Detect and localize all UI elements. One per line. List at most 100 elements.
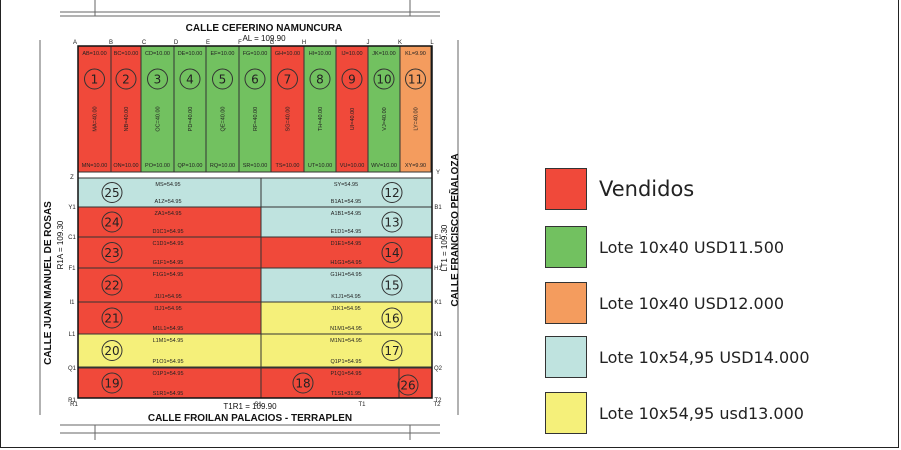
lot-12	[260, 177, 433, 208]
corner-label: I1	[69, 300, 75, 306]
lot-number-circle	[101, 274, 123, 296]
corner-label: L	[430, 40, 434, 46]
corner-label: C1	[68, 235, 76, 241]
lot-number: 15	[384, 279, 399, 293]
lot-2	[110, 45, 142, 173]
lot-measure-bottom: M1L1=54.95	[153, 326, 184, 332]
lot-measure-bottom: P1O1=54.95	[152, 359, 183, 365]
lot-number: 26	[400, 379, 415, 393]
lot-measure-bottom: WV=10.00	[371, 163, 397, 169]
lot-measure-top: MS=54.95	[155, 182, 180, 188]
lot-measure-top: BC=10.00	[114, 51, 139, 57]
legend-item: Lote 10x54,95 usd13.000	[545, 392, 804, 434]
legend-swatch	[545, 336, 587, 378]
lot-15	[260, 267, 433, 303]
lot-number-circle	[101, 211, 123, 233]
corner-label: G	[270, 40, 275, 46]
lot-measure-bottom: G1F1=54.95	[153, 260, 184, 266]
lot-number: 6	[251, 73, 259, 87]
lot-measure-top: DE=10.00	[178, 51, 203, 57]
lot-number-circle	[84, 68, 105, 90]
lot-plan-map: CALLE CEFERINO NAMUNCURA AL = 109.90 T1R…	[39, 0, 461, 440]
corner-label: E1	[434, 235, 442, 241]
lot-measure-side: NB=40.00	[124, 107, 130, 132]
lot-11	[399, 45, 432, 173]
corner-label: A	[73, 40, 77, 46]
lot-measure-top: I1J1=54.95	[154, 306, 181, 312]
lot-22	[77, 267, 262, 303]
legend-swatch	[545, 282, 587, 324]
lot-number-circle	[381, 340, 403, 361]
lot-number: 13	[384, 216, 399, 230]
lot-measure-bottom: VU=10.00	[340, 163, 365, 169]
lot-measure-top: EF=10.00	[210, 51, 234, 57]
lot-measure-bottom: RQ=10.00	[210, 163, 235, 169]
corner-label: S1	[254, 402, 262, 408]
lot-13	[260, 206, 433, 238]
lot-measure-side: VJ=40.00	[382, 107, 388, 130]
lot-measure-top: P1Q1=54.95	[330, 371, 361, 377]
lot-measure-side: SG=40.00	[286, 107, 292, 132]
lot-24	[77, 206, 262, 238]
lot-number: 18	[295, 377, 310, 391]
lot-number: 25	[104, 186, 119, 200]
lot-measure-side: TH=40.00	[318, 107, 324, 131]
corner-label: K1	[434, 300, 442, 306]
legend-item: Lote 10x40 USD12.000	[545, 282, 784, 324]
lot-measure-top: JK=10.00	[372, 51, 395, 57]
corner-label: R1	[68, 398, 76, 404]
lot-19	[77, 367, 262, 399]
lot-measure-bottom: T1S1=31.95	[331, 391, 361, 397]
corner-label: N1	[434, 332, 442, 338]
lot-number-circle	[381, 182, 403, 203]
lot-measure-top: IJ=10.00	[341, 51, 362, 57]
lot-number-circle	[381, 307, 403, 329]
corner-label: Y1	[68, 205, 76, 211]
lot-21	[77, 301, 262, 335]
street-south-name: CALLE FROILAN PALACIOS - TERRAPLEN	[148, 413, 352, 424]
corner-label: Z	[70, 175, 74, 181]
lot-number-circle	[277, 68, 298, 90]
lot-number: 1	[91, 73, 99, 87]
corner-label: T2	[434, 398, 442, 404]
lot-number: 19	[104, 377, 119, 391]
lot-measure-top: SY=54.95	[334, 182, 358, 188]
lot-measure-top: A1B1=54.95	[331, 211, 361, 217]
lot-measure-side: LY=40.00	[414, 107, 420, 130]
lot-10	[367, 45, 401, 173]
corner-label: H	[302, 40, 306, 46]
lot-number-circle	[147, 68, 168, 90]
lot-5	[205, 45, 240, 173]
corner-label: C	[142, 40, 147, 46]
lot-measure-bottom: J1I1=54.95	[154, 294, 181, 300]
street-east-name: CALLE FRANCISCO PEÑALOZA	[448, 153, 461, 306]
lot-measure-bottom: D1C1=54.95	[152, 229, 183, 235]
lot-measure-top: L1M1=54.95	[153, 338, 184, 344]
lot-number: 3	[154, 73, 162, 87]
corner-label: Q2	[434, 366, 443, 372]
lot-number-circle	[373, 68, 395, 90]
street-west-measure: R1A = 109.30	[56, 220, 65, 269]
lot-9	[335, 45, 369, 173]
legend-swatch	[545, 168, 587, 210]
lot-measure-top: G1H1=54.95	[330, 272, 361, 278]
lot-measure-bottom: N1M1=54.95	[330, 326, 362, 332]
lot-number: 20	[104, 344, 119, 358]
lot-measure-top: F1G1=54.95	[153, 272, 184, 278]
lot-number: 8	[316, 73, 324, 87]
lot-number: 21	[104, 312, 119, 326]
lot-number-circle	[405, 68, 426, 90]
lot-number-circle	[381, 274, 403, 296]
lot-measure-bottom: XY=9.90	[405, 163, 426, 169]
lot-number-circle	[101, 307, 123, 329]
lot-number: 23	[104, 246, 119, 260]
lot-measure-side: QE=40.00	[221, 107, 227, 132]
legend-label: Vendidos	[599, 177, 695, 201]
lot-measure-top: FG=10.00	[243, 51, 268, 57]
lot-20	[77, 333, 262, 368]
lot-measure-bottom: PO=10.00	[145, 163, 170, 169]
lot-measure-bottom: QP=10.00	[178, 163, 203, 169]
lot-measure-bottom: A1Z=54.95	[154, 199, 181, 205]
legend-swatch	[545, 226, 587, 268]
